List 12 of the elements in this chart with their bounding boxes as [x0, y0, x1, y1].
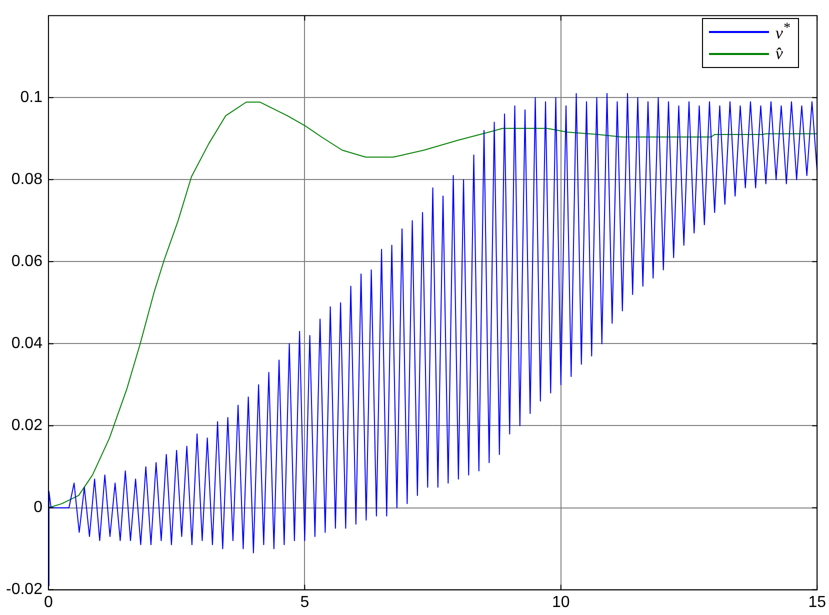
legend-label: v$^{*}$ — [775, 20, 790, 44]
y-tick-label: 0.04 — [11, 335, 43, 352]
y-tick-label: 0.02 — [11, 417, 43, 434]
y-tick-label: 0.06 — [11, 253, 43, 270]
y-tick-label: 0.1 — [20, 89, 43, 106]
legend-label: v̂ — [775, 44, 783, 64]
x-tick-label: 10 — [552, 594, 570, 611]
x-tick-label: 15 — [808, 594, 826, 611]
y-tick-label: 0 — [34, 499, 43, 516]
x-tick-label: 5 — [300, 594, 310, 611]
y-tick-label: 0.08 — [11, 171, 43, 188]
y-tick-label: -0.02 — [6, 581, 43, 598]
